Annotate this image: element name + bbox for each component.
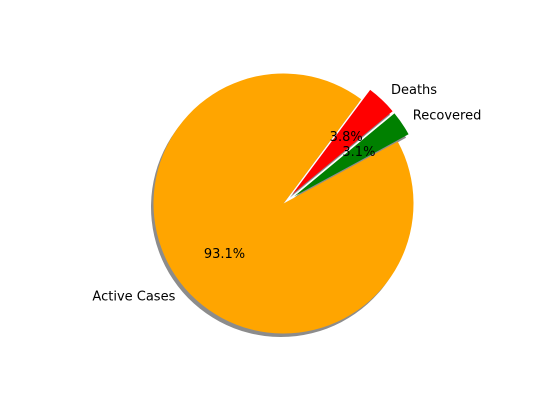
category-label-recovered: Recovered bbox=[413, 109, 482, 124]
slice-deaths bbox=[292, 89, 393, 195]
percent-label-active-cases: 93.1% bbox=[204, 247, 245, 262]
slice-active-cases bbox=[153, 73, 414, 334]
percent-label-recovered: 3.1% bbox=[342, 145, 375, 160]
pie-label-layer: 93.1% Active Cases 3.8% Deaths 3.1% Recovered bbox=[92, 83, 481, 305]
percent-label-deaths: 3.8% bbox=[330, 130, 363, 145]
category-label-deaths: Deaths bbox=[391, 83, 437, 98]
slice-recovered bbox=[294, 113, 409, 197]
category-label-active-cases: Active Cases bbox=[92, 290, 175, 305]
pie-slice-layer bbox=[153, 73, 414, 334]
